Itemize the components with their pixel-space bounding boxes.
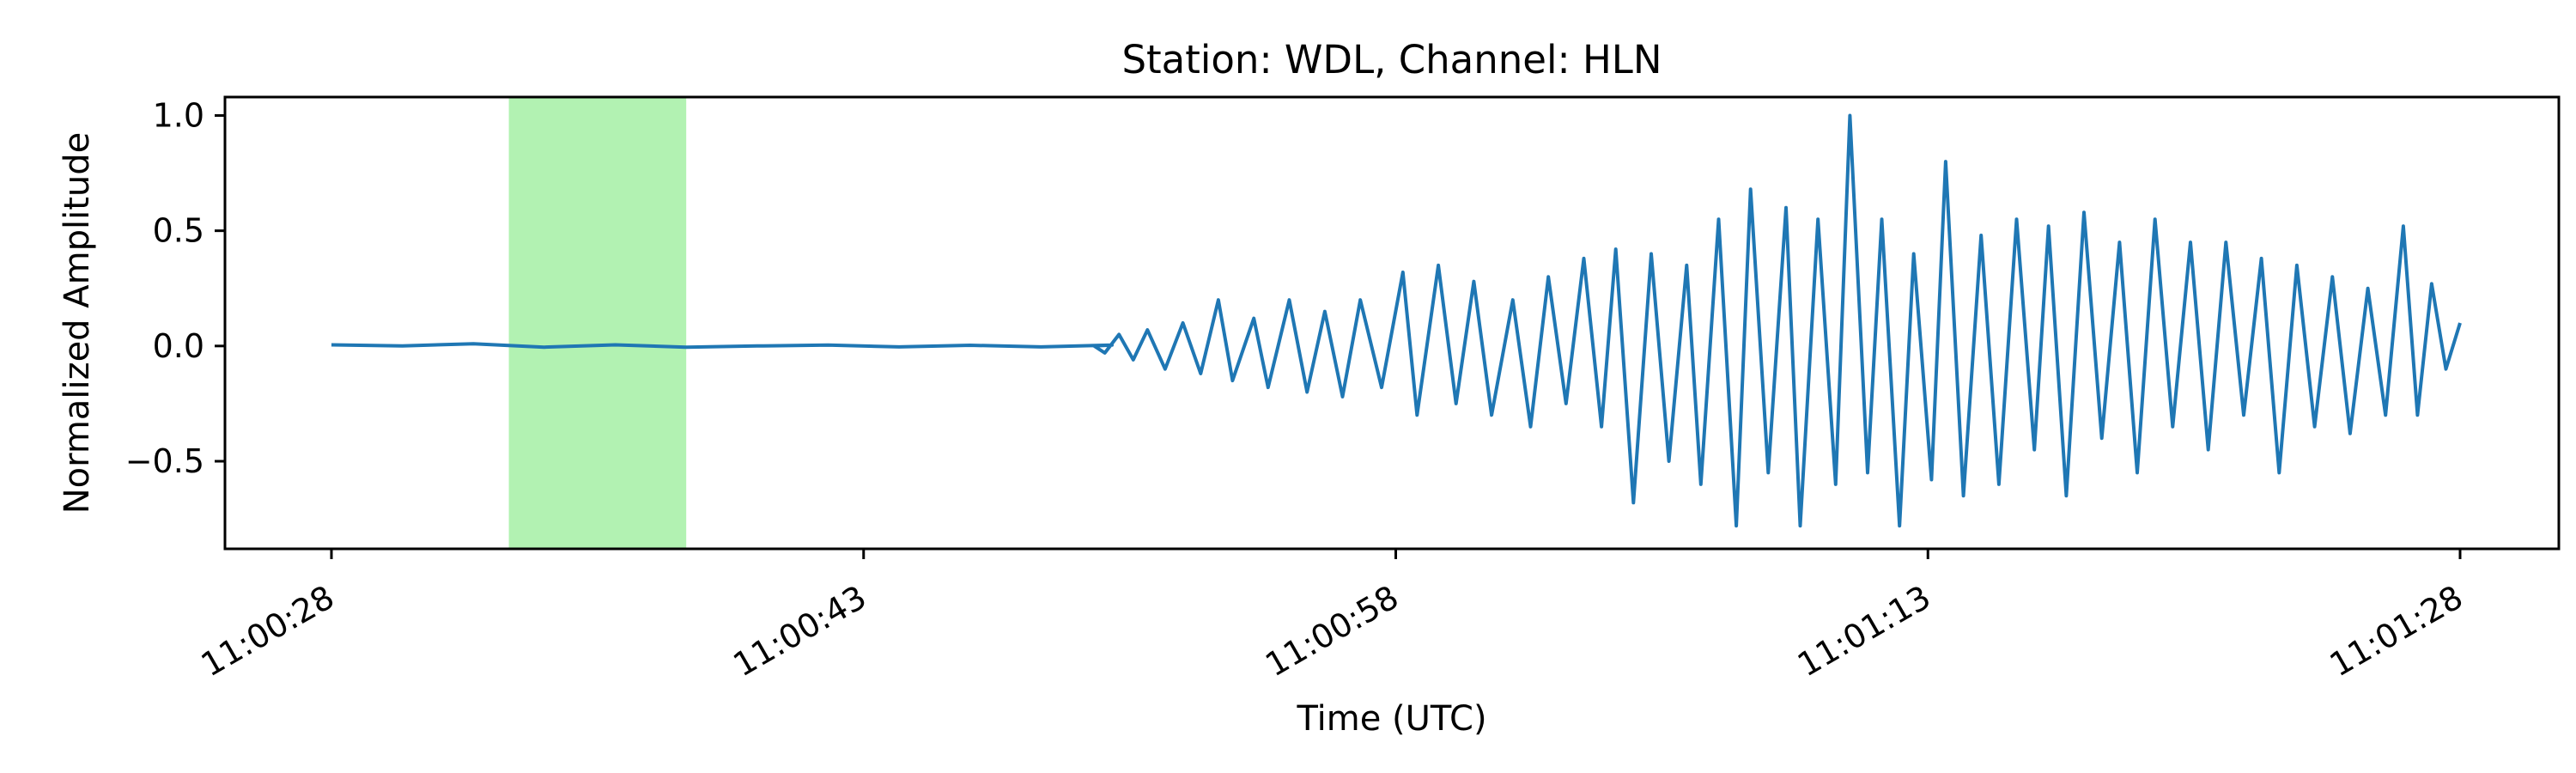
x-tick-label: 11:00:43	[726, 578, 872, 684]
highlight-band	[508, 97, 687, 549]
chart-title: Station: WDL, Channel: HLN	[1121, 37, 1662, 82]
x-tick-label: 11:00:58	[1259, 578, 1405, 684]
x-tick-label: 11:01:13	[1791, 578, 1937, 684]
y-tick-label: −0.5	[125, 442, 204, 480]
y-tick-label: 0.0	[153, 327, 204, 365]
y-tick-label: 1.0	[153, 96, 204, 134]
x-tick-label: 11:00:28	[195, 578, 341, 684]
y-axis-label: Normalized Amplitude	[58, 132, 97, 514]
y-tick-label: 0.5	[153, 212, 204, 250]
x-tick-label: 11:01:28	[2324, 578, 2470, 684]
x-axis-label: Time (UTC)	[1296, 699, 1486, 739]
plot-frame	[223, 95, 2561, 551]
waveform-series-0	[331, 113, 2462, 528]
